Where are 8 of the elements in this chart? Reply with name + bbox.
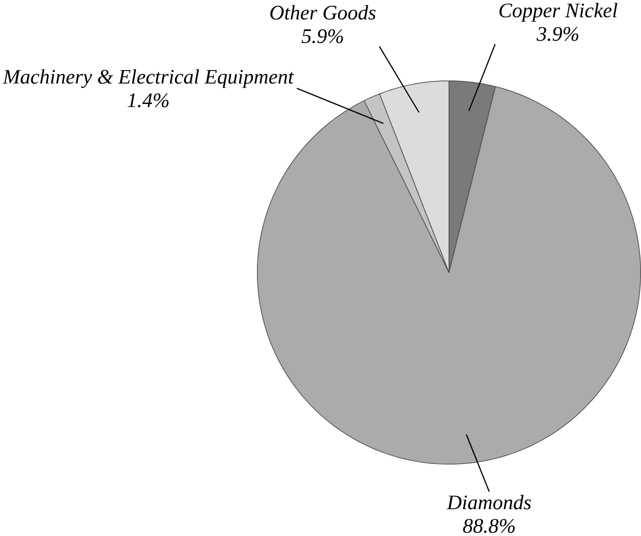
slice-label: Copper Nickel	[500, 2, 618, 22]
slice-label: Machinery & Electrical Equipment	[2, 69, 294, 88]
slice-label: Other Goods	[270, 5, 376, 20]
data-label: 5.9%	[302, 29, 343, 44]
data-label: 88.8%	[463, 519, 515, 534]
data-label: 3.9%	[536, 27, 578, 42]
slice-label: Diamonds	[446, 494, 531, 510]
data-label: 1.4%	[128, 93, 169, 108]
